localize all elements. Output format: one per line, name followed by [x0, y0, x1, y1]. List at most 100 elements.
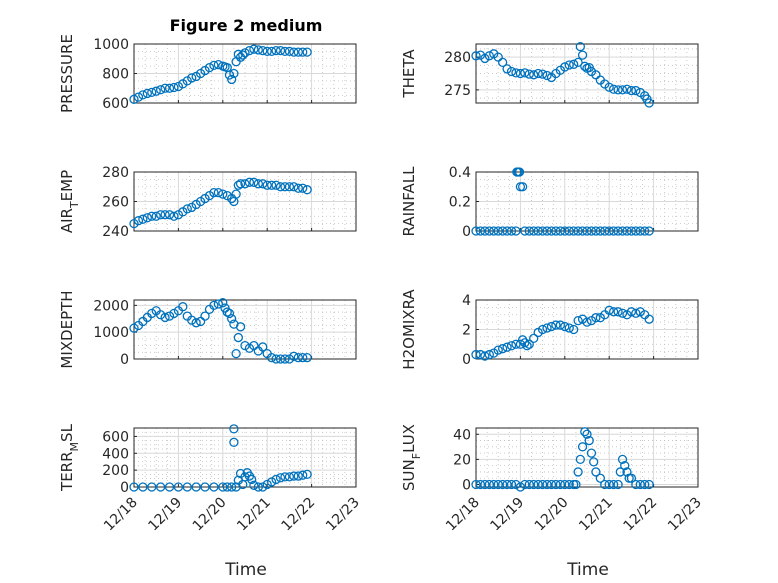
axes-box — [133, 43, 357, 104]
data-point — [233, 332, 243, 343]
data-point — [471, 226, 481, 236]
y-tick-label: 280 — [444, 50, 471, 66]
y-tick-label: 275 — [444, 83, 471, 99]
data-point — [529, 333, 539, 344]
data-point — [511, 68, 521, 78]
data-point — [514, 167, 525, 177]
data-point — [271, 45, 281, 56]
data-point — [280, 472, 290, 482]
data-point — [506, 341, 517, 351]
data-point — [155, 85, 166, 95]
data-point — [293, 471, 303, 481]
data-point — [231, 189, 241, 199]
data-point — [302, 47, 312, 57]
data-point — [244, 45, 255, 56]
data-point — [173, 482, 184, 492]
data-point — [280, 46, 290, 57]
data-point — [164, 482, 175, 492]
data-point — [480, 479, 490, 490]
data-point — [635, 226, 645, 236]
data-point — [617, 226, 628, 236]
data-point — [622, 467, 632, 477]
data-point — [533, 479, 543, 490]
x-axis-label-left: Time — [224, 560, 267, 580]
data-point — [631, 479, 641, 490]
data-point — [497, 57, 508, 68]
data-point — [298, 183, 308, 193]
data-point — [569, 324, 579, 335]
y-tick-label: 600 — [102, 96, 129, 112]
y-tick-label: 260 — [102, 195, 129, 211]
data-point — [580, 427, 590, 437]
data-point — [615, 467, 625, 477]
data-point — [591, 313, 601, 323]
data-point — [280, 182, 290, 192]
data-point — [542, 226, 552, 236]
data-point — [271, 180, 281, 190]
y-tick-label: 0 — [120, 480, 129, 496]
data-point — [480, 351, 490, 361]
data-point — [604, 226, 614, 236]
data-point — [595, 226, 605, 236]
data-point — [253, 482, 263, 492]
x-axis-label-right: Time — [566, 560, 609, 580]
data-point — [275, 182, 286, 192]
data-point — [555, 226, 566, 236]
data-point — [238, 50, 248, 60]
data-point — [200, 482, 210, 492]
data-point — [275, 45, 286, 56]
data-point — [524, 479, 534, 490]
data-point — [537, 479, 548, 490]
data-point — [224, 308, 235, 319]
data-point — [640, 479, 650, 490]
data-point — [129, 94, 139, 104]
data-point — [289, 182, 299, 192]
data-point — [604, 305, 614, 315]
x-tick-label: 12/20 — [532, 495, 572, 535]
data-point — [608, 84, 619, 94]
data-point — [560, 479, 570, 490]
data-point — [575, 41, 585, 52]
data-point — [564, 60, 574, 70]
data-point — [497, 226, 508, 236]
data-point — [620, 461, 630, 471]
data-point — [626, 473, 637, 483]
data-point — [529, 226, 539, 236]
data-point — [227, 482, 237, 492]
data-point — [524, 339, 534, 349]
data-point — [555, 479, 566, 490]
data-point — [258, 482, 268, 492]
panel-2: 275 280 THETA — [400, 41, 699, 108]
data-point — [644, 314, 654, 324]
data-point — [249, 480, 259, 490]
data-point — [182, 482, 192, 492]
data-point — [284, 472, 295, 482]
axes-box — [475, 299, 699, 360]
data-point — [582, 429, 592, 439]
data-point — [302, 185, 312, 195]
chart-title: Figure 2 medium — [170, 16, 323, 35]
data-point — [289, 471, 299, 481]
y-tick-label: 40 — [453, 427, 471, 443]
y-tick-label: 0 — [462, 224, 471, 240]
data-point — [160, 210, 170, 220]
data-point — [178, 302, 188, 312]
data-point — [191, 482, 201, 492]
data-point — [182, 204, 192, 214]
data-point — [155, 482, 166, 492]
data-point — [573, 467, 583, 477]
data-point — [613, 479, 623, 490]
y-axis-label: THETA — [400, 49, 418, 99]
data-point — [533, 226, 543, 236]
panel-4: 0 0.2 0.4 RAINFALL — [400, 165, 699, 240]
data-point — [262, 46, 272, 57]
data-point — [284, 182, 295, 192]
y-axis-label: PRESSURE — [58, 34, 76, 113]
data-point — [511, 339, 521, 349]
data-point — [626, 307, 637, 317]
y-tick-label: 2000 — [93, 298, 129, 314]
y-tick-label: 600 — [102, 429, 129, 445]
